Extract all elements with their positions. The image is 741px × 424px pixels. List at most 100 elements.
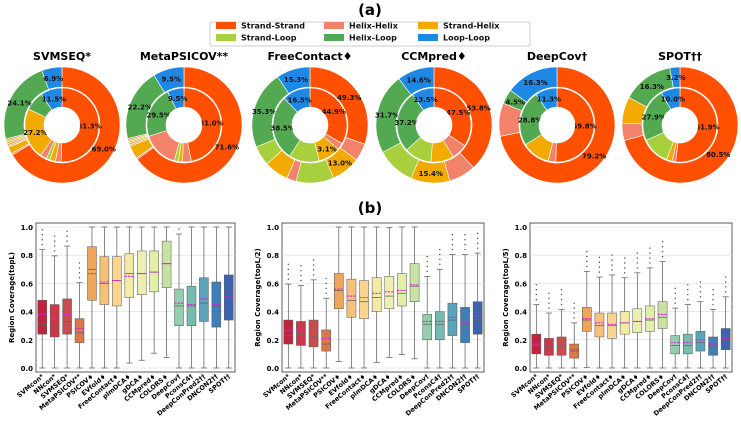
box-6 — [112, 256, 122, 307]
donut-1-inner-label-5: 29.5% — [147, 111, 171, 119]
box-8 — [384, 276, 395, 310]
y-tick-label: 0.6 — [21, 280, 34, 288]
box-outlier — [661, 241, 664, 243]
donut-5-inner-label-0: 61.9% — [695, 124, 719, 132]
donut-hole-5 — [662, 107, 698, 143]
legend-label-0: Strand-Strand — [241, 22, 305, 31]
box-outlier — [66, 235, 68, 237]
donut-3-outer-label-0: 53.8% — [467, 104, 491, 112]
box-8 — [136, 250, 147, 295]
box-2 — [62, 298, 72, 335]
y-tick-label: 0.2 — [515, 337, 528, 345]
box-outlier — [439, 263, 441, 266]
box-outlier — [573, 312, 575, 314]
box-4 — [582, 307, 592, 332]
donut-0-inner-label-7: 11.5% — [42, 96, 66, 104]
donut-0-inner-label-0: 61.3% — [77, 122, 101, 130]
donut-charts: SVMSEQ* 69.0% 24.1% 6.9% 61.3% 27.2% 11.5% Meta… — [3, 50, 739, 184]
donut-4: DeepCov† 79.2% 4.5% 16.3% 59.8% 28.8% 11.3% — [498, 50, 616, 184]
box-outlier — [287, 268, 290, 270]
box-outlier — [476, 237, 479, 239]
donut-3-outer-label-4: 31.7% — [375, 112, 399, 120]
donut-2: FreeContact♦ 49.3% 13.0% 35.3% 15.3% 44.9% 13.… — [251, 50, 369, 184]
box-10 — [161, 240, 172, 288]
box-14 — [460, 307, 470, 343]
box-outlier — [623, 257, 626, 259]
box-outlier — [41, 243, 43, 246]
donut-0-outer-label-0: 69.0% — [92, 146, 116, 154]
box-outlier — [649, 247, 651, 249]
y-axis-label: Region Coverage(topL/5) — [502, 248, 510, 346]
box-outlier — [649, 257, 651, 259]
box-outlier — [573, 307, 575, 309]
donut-2-inner-label-4: 38.5% — [270, 125, 294, 133]
box-9 — [397, 273, 407, 307]
box-5 — [99, 256, 110, 305]
donut-1-inner-label-0: 61.0% — [199, 119, 223, 127]
box-outlier — [687, 298, 689, 301]
box-outlier — [560, 298, 563, 301]
box-15 — [472, 301, 483, 335]
donut-1-outer-label-9: 9.5% — [161, 76, 180, 84]
box-outlier — [636, 262, 639, 264]
box-outlier — [41, 238, 43, 241]
donut-3-inner-label-0: 47.5% — [446, 109, 470, 117]
box-8 — [632, 308, 643, 333]
donut-hole-1 — [166, 107, 202, 143]
y-tick-label: 0.6 — [267, 280, 280, 288]
donut-title-1: MetaPSICOV** — [140, 50, 229, 63]
donut-3-outer-slice-5 — [398, 66, 435, 96]
box-7 — [371, 277, 382, 312]
box-outlier — [560, 289, 563, 291]
donut-0-outer-label-9: 6.9% — [44, 75, 63, 83]
legend-swatch-0 — [216, 22, 236, 29]
box-outlier — [300, 270, 302, 272]
donut-5-inner-label-4: 27.9% — [642, 114, 666, 122]
box-3 — [321, 329, 331, 352]
donut-2-inner-label-2: 13.1% — [312, 145, 336, 153]
donut-title-0: SVMSEQ* — [33, 50, 91, 63]
box-panel-1: 0.0 0.2 0.4 0.6 0.8 1.0 Region Coverage(topL/2… — [254, 222, 485, 418]
box-outlier — [548, 297, 550, 299]
box-13 — [695, 331, 706, 352]
box-outlier — [687, 293, 689, 296]
box-3 — [74, 318, 85, 343]
box-outlier — [451, 238, 454, 241]
donut-4-outer-slice-3 — [510, 66, 558, 103]
donut-hole-0 — [44, 107, 80, 143]
box-outlier — [325, 292, 327, 294]
box-outlier — [712, 293, 714, 296]
donut-1: MetaPSICOV** 71.6% 22.2% 9.5% 61.0% 29.5% 9.5% — [125, 50, 243, 184]
box-outlier — [476, 232, 479, 235]
box-13 — [199, 277, 209, 322]
box-outlier — [300, 274, 302, 277]
box-outlier — [598, 271, 601, 273]
legend-swatch-1 — [324, 22, 344, 29]
box-outlier — [451, 243, 454, 246]
box-outlier — [78, 272, 81, 274]
box-outlier — [674, 292, 676, 294]
box-outlier — [41, 234, 43, 236]
box-outlier — [699, 296, 702, 298]
donut-5-inner-label-5: 10.0% — [661, 95, 685, 103]
y-tick-label: 0.0 — [21, 365, 34, 373]
box-outlier — [325, 282, 327, 285]
box-5 — [594, 312, 605, 338]
box-outlier — [699, 281, 702, 283]
box-outlier — [699, 291, 702, 293]
box-outlier — [560, 303, 563, 306]
y-tick-label: 1.0 — [515, 224, 528, 232]
box-outlier — [78, 277, 81, 279]
donut-hole-2 — [292, 107, 328, 143]
donut-2-inner-label-5: 16.5% — [288, 97, 312, 105]
box-outlier — [724, 291, 727, 293]
legend-swatch-3 — [216, 34, 236, 41]
box-outlier — [687, 289, 689, 291]
box-outlier — [312, 269, 315, 271]
donut-0-outer-slice-9 — [41, 66, 63, 90]
donut-4-inner-label-3: 28.8% — [518, 116, 542, 124]
donut-3-inner-label-4: 37.2% — [395, 119, 419, 127]
